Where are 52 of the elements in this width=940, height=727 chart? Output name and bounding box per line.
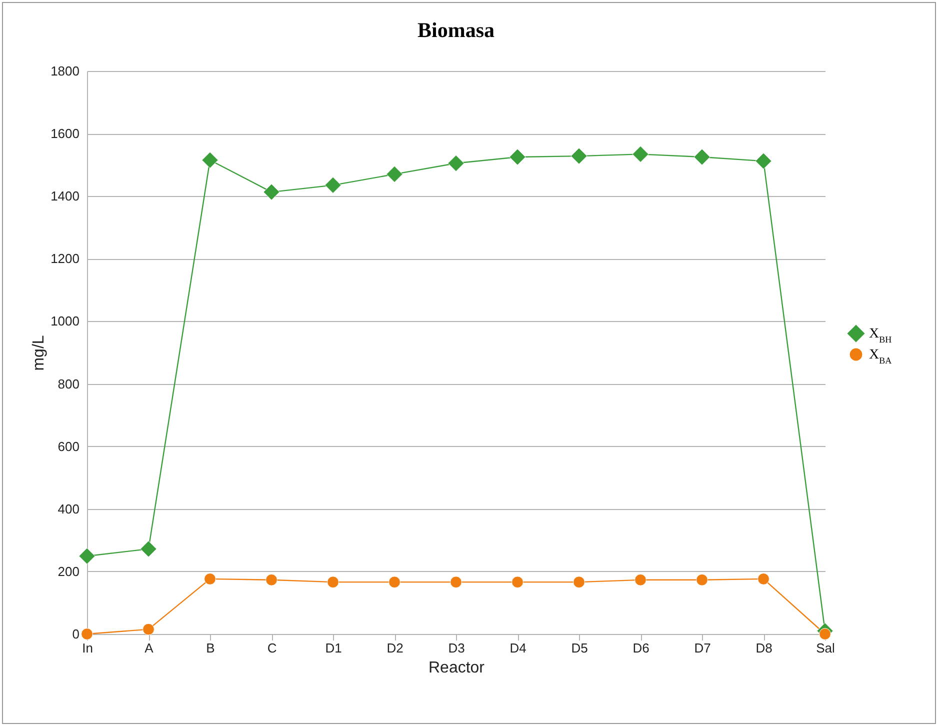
point — [634, 574, 646, 586]
x-tick-label: D1 — [325, 640, 342, 656]
point — [694, 148, 710, 166]
y-tick-label: 200 — [58, 564, 80, 579]
point — [632, 146, 649, 163]
y-tick-label: 1400 — [50, 188, 80, 204]
point — [140, 540, 157, 558]
point — [324, 176, 342, 194]
point — [450, 576, 462, 588]
point — [448, 154, 464, 172]
legend-label: X$_{BA}$ — [869, 348, 892, 366]
point — [202, 152, 218, 168]
point — [142, 623, 154, 636]
x-axis-title: Reactor — [428, 660, 486, 676]
legend-label: X$_{BH}$ — [869, 326, 892, 344]
point — [386, 166, 403, 183]
x-tick-label: D8 — [756, 640, 772, 656]
y-tick-label: 1200 — [50, 251, 80, 266]
point — [327, 576, 339, 588]
chart-title: Biomasa — [417, 18, 495, 42]
point — [204, 573, 216, 585]
point — [509, 148, 526, 166]
point — [573, 576, 585, 588]
y-tick-label: 1600 — [50, 126, 80, 142]
y-tick-label: 600 — [58, 438, 80, 454]
point — [570, 148, 588, 164]
y-axis-title: mg/L — [30, 335, 48, 371]
point — [512, 576, 524, 588]
x-tick-label: D7 — [694, 640, 711, 656]
x-tick-label: Sal — [816, 640, 835, 656]
x-tick-label: In — [82, 640, 93, 656]
x-tick-label: D5 — [571, 640, 588, 656]
x-tick-label: D3 — [448, 640, 465, 656]
y-tick-label: 1000 — [50, 314, 80, 329]
point — [758, 573, 770, 585]
x-tick-label: C — [267, 640, 277, 656]
x-tick-label: D4 — [510, 640, 526, 656]
point — [755, 152, 772, 170]
y-tick-label: 1800 — [50, 64, 80, 78]
point — [78, 548, 96, 564]
x-tick-label: B — [206, 640, 215, 656]
y-tick-label: 800 — [58, 376, 80, 392]
y-tick-label: 0 — [72, 626, 80, 642]
point — [263, 184, 280, 200]
point — [266, 574, 278, 586]
x-tick-label: A — [144, 640, 154, 656]
point — [696, 574, 708, 586]
y-tick-label: 400 — [58, 501, 80, 516]
point — [388, 576, 400, 588]
point — [819, 628, 831, 640]
x-tick-label: D2 — [386, 640, 404, 656]
x-tick-label: D6 — [632, 640, 650, 656]
